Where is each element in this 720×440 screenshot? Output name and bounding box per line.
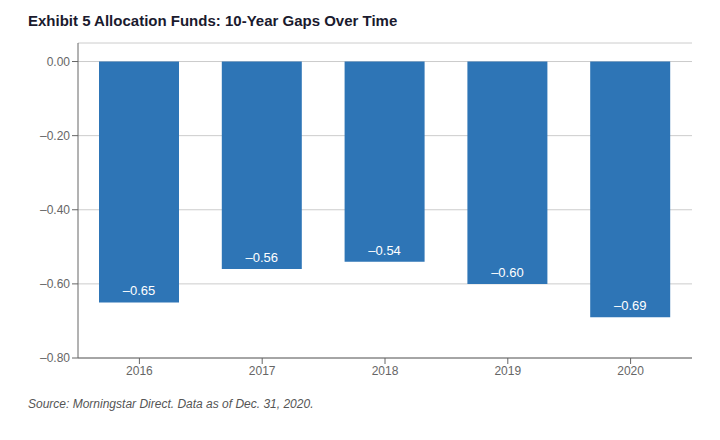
svg-text:–0.20: –0.20 [40,129,70,143]
svg-text:0.00: 0.00 [47,55,71,69]
svg-text:2018: 2018 [372,364,399,378]
svg-text:2019: 2019 [494,364,521,378]
svg-text:–0.80: –0.80 [40,351,70,365]
svg-text:2017: 2017 [249,364,276,378]
html-text:Exhibit 5 Allocation Funds: 10: Exhibit 5 Allocation Funds: 10-Year Gaps… [28,12,398,29]
svg-text:–0.69: –0.69 [614,298,647,313]
svg-text:–0.56: –0.56 [246,250,279,265]
svg-text:–0.54: –0.54 [368,243,401,258]
svg-text:2020: 2020 [617,364,644,378]
svg-text:2016: 2016 [126,364,153,378]
svg-text:–0.60: –0.60 [491,265,524,280]
svg-text:–0.65: –0.65 [123,283,156,298]
html-text:Source: Morningstar Direct. Da: Source: Morningstar Direct. Data as of D… [28,397,314,411]
svg-text:–0.40: –0.40 [40,203,70,217]
svg-text:–0.60: –0.60 [40,277,70,291]
